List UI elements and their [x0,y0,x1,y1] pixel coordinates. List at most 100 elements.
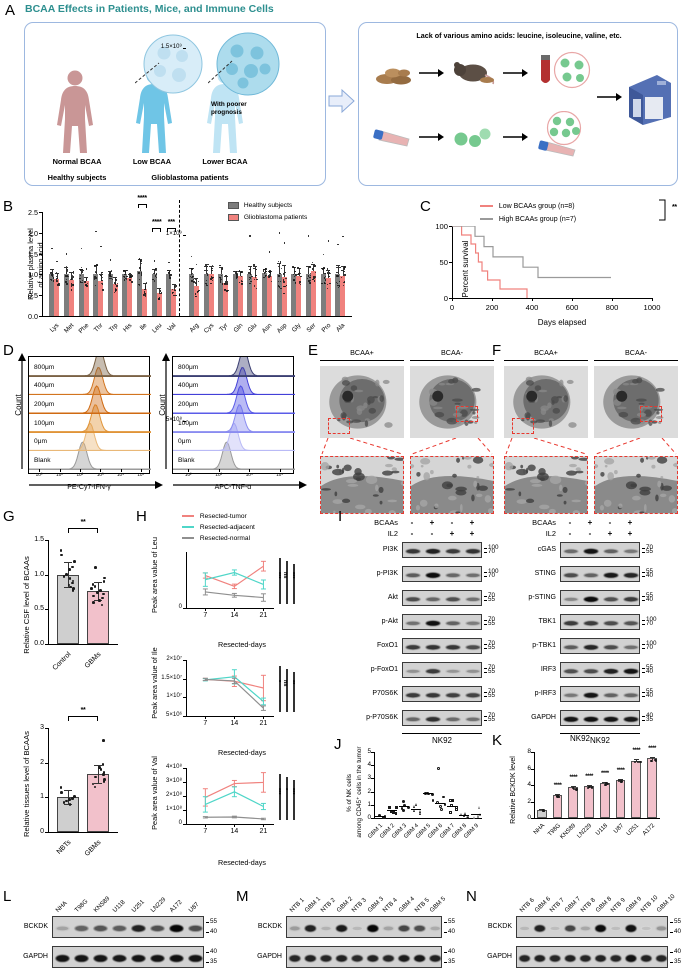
j-ytick-label: 3 [367,774,371,782]
blot-mw-label: 55 [488,716,496,723]
panel-b-bar [223,283,229,316]
g-datapoint [71,797,74,800]
g-sig-bracket [67,716,99,721]
panel-b-errorcap [152,269,157,271]
histogram-baseline [29,413,151,414]
panel-b-ytick [39,295,42,297]
blot-condition-value: - [430,529,434,538]
blot-mw-tick [642,668,645,669]
panel-b-datapoint [206,285,208,287]
panel-b-datapoint [67,275,70,277]
panel-b-datapoint [211,264,214,267]
k-errorbar [557,793,559,797]
panel-b-datapoint [269,251,271,253]
panel-b-datapoint [53,280,55,282]
blot-mw-tick [484,696,487,697]
panel-b-datapoint [284,285,286,288]
panel-b-datapoint [263,268,265,270]
panel-b-datapoint [309,272,312,275]
panel-b-errorbar [159,287,160,293]
blot-mw-label: 55 [646,664,654,671]
panel-b-datapoint [207,272,209,274]
blot-mw-label: 70 [488,548,496,555]
panel-b-bar [54,278,60,316]
panel-b-errorcap [218,266,223,268]
j-datapoint [430,792,434,796]
histogram-xtick [188,469,190,472]
k-errorbar [604,781,606,785]
blot-mw-label: 35 [448,958,456,965]
histogram-xtick [249,469,251,472]
panel-b-datapoint [126,275,128,278]
blot-mw-tick [642,572,645,573]
g-datapoint [102,770,106,774]
panel-b-datapoint [113,282,116,284]
panel-b-datapoint [328,269,331,272]
panel-b-datapoint [168,270,171,273]
h-ytick-label: 4×10⁸ [165,764,182,770]
histogram-xtick [39,469,40,472]
panel-b-datapoint [69,278,72,281]
blot-mw-tick [484,572,487,573]
j-datapoint [448,798,452,802]
h-ytick [183,608,186,609]
g-datapoint [98,766,101,769]
panel-b-datapoint [210,276,213,278]
panel-b-datapoint [342,236,344,238]
panel-b-datapoint [219,277,222,279]
h-yaxis [186,552,187,608]
g-datapoint [101,592,105,596]
j-median-line [423,792,433,794]
k-errorcap [649,756,655,758]
panel-b-datapoint [139,258,141,260]
panel-b-ytick-label: 1.5 [28,249,38,259]
k-datapoint [542,809,545,812]
blot-lane-label: GBM 9 [624,895,644,914]
cells-icon [454,128,491,147]
j-datapoint [427,792,430,796]
h-sig-label: *** [275,788,281,795]
j-datapoint [406,805,410,809]
panel-b-datapoint [240,279,243,282]
h-ytick-label: 1.5×10⁷ [161,674,182,681]
panel-b-datapoint [311,268,314,270]
panel-b-datapoint [280,261,282,263]
panel-b-datapoint [155,273,157,275]
panel-c-ytick-label: 0 [443,294,448,303]
panel-b-datapoint [114,287,117,290]
panel-b-datapoint [241,282,243,284]
panel-b-datapoint [314,275,317,278]
panel-b-datapoint [192,278,194,281]
h-xtick [205,716,207,719]
h-xtick-label: 7 [203,612,208,619]
blot-mw-label: 70 [488,572,496,579]
panel-b-errorbar [196,277,198,286]
panel-b-datapoint [295,274,297,276]
panel-b-datapoint [190,273,192,276]
panel-b-datapoint [65,265,68,267]
panel-k-letter: K [492,732,503,749]
panel-b-datapoint [329,282,331,285]
panel-b-datapoint [297,266,299,268]
g-ytick-label: 1.5 [34,536,44,543]
panel-b-bar [188,273,194,316]
panel-b-datapoint [277,285,279,287]
panel-b-errorbar [220,266,222,275]
panel-b-datapoint [338,285,341,287]
panel-b-datapoint [298,267,300,270]
panel-b-datapoint [265,274,268,277]
panel-b-datapoint [249,235,251,237]
panel-c-xlabel: Days elapsed [537,318,587,327]
panel-b-datapoint [115,279,117,281]
panel-b-datapoint [299,280,301,282]
g-yaxis [48,540,49,644]
k-errorcap [633,759,639,761]
panel-b-datapoint [249,276,251,278]
h-ytick-label: 3×10⁸ [165,778,182,784]
g-datapoint [94,775,97,779]
panel-b-datapoint [313,276,315,278]
panel-b-datapoint [255,287,258,290]
blot-box [560,614,640,630]
g-datapoint [59,786,63,789]
blot-mw-label: 40 [210,928,218,935]
